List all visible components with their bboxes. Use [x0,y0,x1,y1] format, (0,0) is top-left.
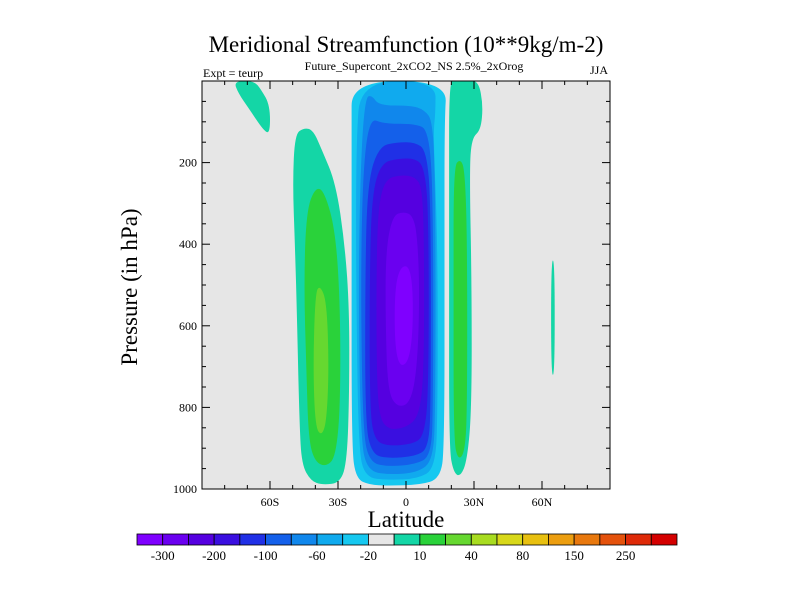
plot-area: 60S 30S 0 30N 60N 200 400 600 800 1000 [173,80,611,509]
y-axis-label: Pressure (in hPa) [117,208,142,365]
y-tick-label: 1000 [173,482,197,496]
y-tick-label: 600 [179,319,197,333]
colorbar-swatch [548,533,575,546]
upper-left-tongue-c10 [235,81,270,133]
colorbar-swatch [419,533,446,546]
y-axis-ticks: 200 400 600 800 1000 [173,80,610,496]
x-tick-label: 30N [464,495,485,509]
colorbar-swatch [496,533,524,546]
colorbar-swatch [470,533,498,546]
colorbar-label: 150 [564,548,584,563]
colorbar-swatch [445,533,472,546]
colorbar-swatch [265,533,292,546]
colorbar-labels: -300 -200 -100 -60 -20 10 40 80 150 250 [151,548,636,563]
y-tick-label: 800 [179,400,197,414]
northern-polar-streak-c10 [551,260,555,375]
x-tick-label: 0 [403,495,409,509]
colorbar-swatch [625,533,652,546]
northern-cell-c11 [453,160,468,458]
colorbar-swatch [213,533,241,546]
subtitle-left: Expt = teurp [203,66,263,80]
subtitle-right: JJA [590,63,608,77]
chart-title: Meridional Streamfunction (10**9kg/m-2) [209,32,604,57]
colorbar-label: -60 [308,548,325,563]
colorbar-label: 10 [413,548,426,563]
colorbar [136,533,678,546]
x-tick-label: 60N [532,495,553,509]
colorbar-swatch [573,533,601,546]
central-cell-c0 [394,266,413,365]
colorbar-label: -100 [254,548,278,563]
x-axis-label: Latitude [368,507,445,532]
subtitle-center: Future_Supercont_2xCO2_NS 2.5%_2xOrog [305,59,524,73]
colorbar-swatch [290,533,318,546]
colorbar-swatch [162,533,189,546]
colorbar-swatch [342,533,369,546]
y-tick-label: 200 [179,156,197,170]
x-tick-label: 30S [329,495,348,509]
colorbar-swatch [393,533,421,546]
colorbar-label: 250 [616,548,636,563]
x-tick-label: 60S [261,495,280,509]
southern-cell-c12 [313,287,329,434]
colorbar-swatch [316,533,344,546]
colorbar-label: -200 [202,548,226,563]
colorbar-swatch [368,533,395,546]
colorbar-swatch [599,533,626,546]
colorbar-label: -20 [360,548,377,563]
colorbar-label: -300 [151,548,175,563]
y-tick-label: 400 [179,237,197,251]
colorbar-swatch [136,533,164,546]
colorbar-swatch [650,533,678,546]
colorbar-swatch [239,533,266,546]
colorbar-swatch [522,533,549,546]
colorbar-swatch [188,533,215,546]
contour-fills [235,81,555,486]
x-axis-ticks: 60S 30S 0 30N 60N [201,81,611,509]
colorbar-label: 40 [465,548,478,563]
colorbar-label: 80 [516,548,529,563]
